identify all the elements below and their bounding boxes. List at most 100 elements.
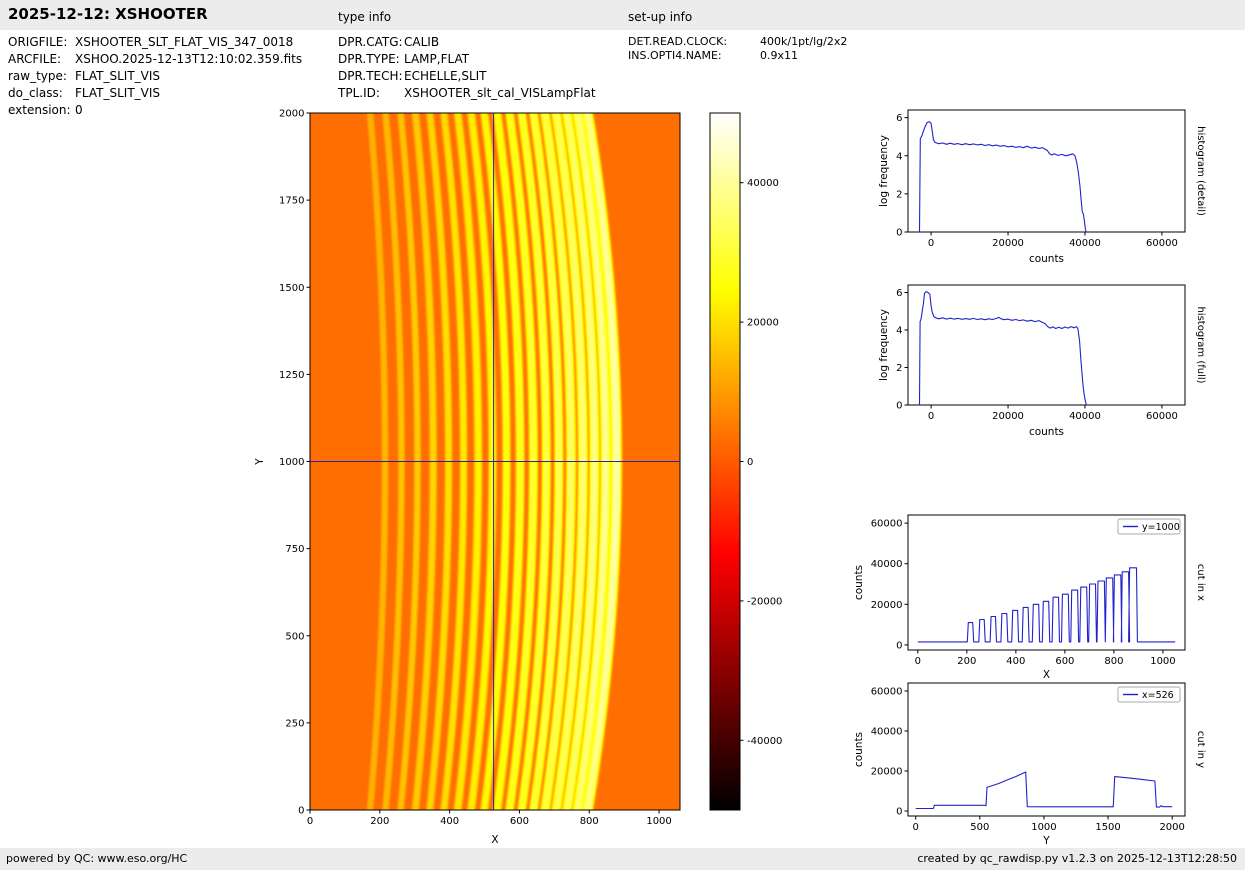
meta-value: FLAT_SLIT_VIS [75, 69, 161, 83]
meta-label: DPR.TECH: [338, 69, 403, 83]
meta-value: CALIB [404, 35, 440, 49]
svg-text:20000: 20000 [871, 767, 903, 778]
svg-text:X: X [491, 834, 498, 846]
svg-text:1500: 1500 [279, 283, 304, 294]
svg-text:0: 0 [747, 457, 753, 468]
svg-text:1000: 1000 [279, 457, 304, 468]
svg-text:1000: 1000 [1150, 656, 1175, 667]
svg-text:600: 600 [1055, 656, 1074, 667]
histogram-full-plot: 0 20000 40000 60000 0 2 4 6 counts log frequency h… [878, 284, 1206, 438]
meta-row-opti4: INS.OPTI4.NAME: 0.9x11 [628, 49, 798, 62]
svg-text:counts: counts [1029, 426, 1064, 438]
svg-text:20000: 20000 [747, 318, 779, 329]
svg-text:1750: 1750 [279, 196, 304, 207]
svg-text:x=526: x=526 [1142, 690, 1174, 701]
meta-label: ARCFILE: [8, 52, 62, 66]
svg-text:500: 500 [970, 822, 989, 833]
meta-row-extension: extension: 0 [8, 103, 83, 117]
meta-label: do_class: [8, 86, 63, 100]
svg-text:750: 750 [285, 544, 304, 555]
meta-label: ORIGFILE: [8, 35, 68, 49]
meta-value: 0 [75, 103, 83, 117]
meta-value: XSHOOTER_SLT_FLAT_VIS_347_0018 [75, 35, 294, 49]
svg-text:60000: 60000 [1146, 238, 1178, 249]
svg-text:200: 200 [370, 816, 389, 827]
meta-row-origfile: ORIGFILE: XSHOOTER_SLT_FLAT_VIS_347_0018 [8, 35, 293, 49]
meta-label: DPR.TYPE: [338, 52, 400, 66]
svg-text:1000: 1000 [1031, 822, 1056, 833]
svg-text:Y: Y [254, 458, 266, 466]
meta-row-doclass: do_class: FLAT_SLIT_VIS [8, 86, 160, 100]
svg-text:800: 800 [1104, 656, 1123, 667]
meta-row-dprcatg: DPR.CATG:CALIB [338, 35, 439, 49]
raw-image-heatmap [310, 113, 680, 810]
svg-text:y=1000: y=1000 [1142, 522, 1180, 533]
svg-text:0: 0 [896, 228, 902, 239]
svg-text:1500: 1500 [1095, 822, 1120, 833]
meta-row-readclock: DET.READ.CLOCK: 400k/1pt/lg/2x2 [628, 35, 847, 48]
svg-text:0: 0 [307, 816, 313, 827]
cut-in-x-plot: 0 200 400 600 800 1000 0 20000 40000 60000 Xcounts… [853, 514, 1206, 681]
colorbar-gradient [710, 113, 740, 810]
type-info-header: type info [338, 10, 392, 24]
svg-text:-20000: -20000 [747, 596, 782, 607]
header-bar [0, 0, 1245, 30]
svg-text:4: 4 [896, 326, 902, 337]
meta-value: 0.9x11 [760, 49, 799, 62]
svg-text:6: 6 [896, 288, 902, 299]
svg-text:40000: 40000 [871, 559, 903, 570]
meta-value: LAMP,FLAT [404, 52, 470, 66]
svg-text:400: 400 [440, 816, 459, 827]
svg-text:6: 6 [896, 113, 902, 124]
svg-text:400: 400 [1006, 656, 1025, 667]
meta-value: ECHELLE,SLIT [404, 69, 487, 83]
meta-row-tplid: TPL.ID: XSHOOTER_slt_cal_VISLampFlat [338, 86, 596, 100]
svg-text:600: 600 [510, 816, 529, 827]
svg-text:40000: 40000 [1069, 238, 1101, 249]
svg-text:4: 4 [896, 151, 902, 162]
svg-text:20000: 20000 [871, 600, 903, 611]
svg-text:60000: 60000 [871, 687, 903, 698]
svg-text:2000: 2000 [1159, 822, 1184, 833]
footer-left-text: powered by QC: www.eso.org/HC [6, 852, 188, 865]
svg-text:1250: 1250 [279, 370, 304, 381]
meta-label: extension: [8, 103, 71, 117]
meta-value: 400k/1pt/lg/2x2 [760, 35, 848, 48]
svg-text:2: 2 [896, 363, 902, 374]
meta-label: DET.READ.CLOCK: [628, 35, 728, 48]
svg-text:1000: 1000 [646, 816, 671, 827]
svg-text:histogram (full): histogram (full) [1195, 306, 1206, 383]
svg-text:800: 800 [580, 816, 599, 827]
svg-text:60000: 60000 [871, 519, 903, 530]
legend: y=1000 [1117, 518, 1181, 535]
meta-label: INS.OPTI4.NAME: [628, 49, 722, 62]
footer-right-text: created by qc_rawdisp.py v1.2.3 on 2025-… [917, 852, 1237, 865]
svg-text:2000: 2000 [279, 109, 304, 120]
svg-text:-40000: -40000 [747, 736, 782, 747]
footer-bar: powered by QC: www.eso.org/HC created by… [0, 848, 1245, 870]
svg-text:20000: 20000 [992, 411, 1024, 422]
svg-text:2: 2 [896, 189, 902, 200]
setup-info-header: set-up info [628, 10, 693, 24]
meta-row-dprtech: DPR.TECH:ECHELLE,SLIT [338, 69, 487, 83]
meta-label: DPR.CATG: [338, 35, 403, 49]
svg-text:200: 200 [957, 656, 976, 667]
svg-text:40000: 40000 [1069, 411, 1101, 422]
svg-text:cut in x: cut in x [1195, 564, 1206, 601]
svg-text:log frequency: log frequency [878, 309, 890, 381]
svg-text:cut in y: cut in y [1195, 731, 1206, 768]
meta-value: XSHOOTER_slt_cal_VISLampFlat [404, 86, 596, 100]
svg-text:counts: counts [1029, 253, 1064, 265]
svg-text:0: 0 [896, 640, 902, 651]
svg-text:250: 250 [285, 718, 304, 729]
legend: x=526 [1117, 686, 1181, 703]
meta-label: TPL.ID: [338, 86, 380, 100]
meta-label: raw_type: [8, 69, 67, 83]
svg-text:0: 0 [915, 656, 921, 667]
svg-text:0: 0 [896, 807, 902, 818]
meta-row-dprtype: DPR.TYPE: LAMP,FLAT [338, 52, 469, 66]
svg-text:Y: Y [1042, 835, 1050, 847]
svg-text:counts: counts [853, 565, 865, 600]
meta-row-rawtype: raw_type: FLAT_SLIT_VIS [8, 69, 160, 83]
